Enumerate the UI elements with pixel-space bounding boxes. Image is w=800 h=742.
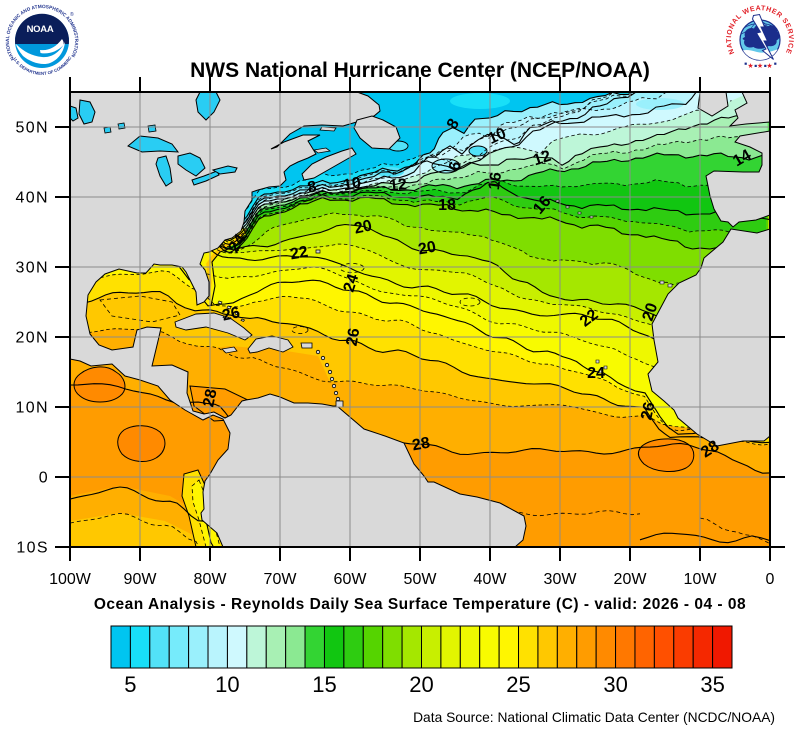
svg-text:10W: 10W [684, 571, 718, 588]
svg-text:24: 24 [341, 272, 363, 294]
svg-text:12: 12 [388, 176, 407, 194]
svg-text:15: 15 [312, 672, 336, 697]
svg-text:0: 0 [766, 571, 775, 588]
svg-text:20: 20 [409, 672, 433, 697]
svg-text:20N: 20N [15, 330, 49, 347]
svg-text:8: 8 [306, 178, 318, 196]
svg-text:20: 20 [640, 301, 662, 323]
svg-text:40W: 40W [474, 571, 508, 588]
svg-text:28: 28 [411, 435, 432, 455]
svg-text:26: 26 [221, 304, 242, 324]
svg-text:10N: 10N [15, 400, 49, 417]
svg-text:70W: 70W [264, 571, 298, 588]
svg-text:20: 20 [353, 217, 374, 237]
svg-text:10: 10 [486, 125, 509, 148]
svg-text:24: 24 [587, 365, 605, 382]
svg-text:26: 26 [638, 401, 658, 422]
svg-text:★: ★ [757, 62, 763, 70]
svg-text:28: 28 [698, 437, 722, 461]
svg-text:10: 10 [342, 175, 363, 195]
svg-text:6: 6 [446, 160, 464, 172]
svg-text:40N: 40N [15, 190, 49, 207]
svg-text:28: 28 [200, 388, 220, 409]
svg-text:35: 35 [700, 672, 724, 697]
svg-text:60W: 60W [334, 571, 368, 588]
svg-text:30N: 30N [15, 260, 49, 277]
svg-text:25: 25 [506, 672, 530, 697]
svg-text:16: 16 [486, 171, 505, 191]
svg-text:Data Source: National Climatic: Data Source: National Climatic Data Cent… [413, 710, 775, 725]
svg-text:18: 18 [438, 197, 456, 214]
svg-text:20: 20 [417, 239, 438, 259]
svg-text:80W: 80W [194, 571, 228, 588]
svg-text:20W: 20W [614, 571, 648, 588]
svg-text:50N: 50N [15, 120, 49, 137]
svg-text:★: ★ [766, 62, 772, 70]
svg-text:10S: 10S [16, 540, 49, 557]
svg-text:100W: 100W [49, 571, 92, 588]
svg-text:22: 22 [289, 244, 310, 264]
svg-text:30: 30 [603, 672, 627, 697]
svg-text:90W: 90W [124, 571, 158, 588]
svg-text:®: ® [70, 11, 74, 18]
svg-text:30W: 30W [544, 571, 578, 588]
svg-text:Ocean Analysis - Reynolds Dail: Ocean Analysis - Reynolds Daily Sea Surf… [94, 596, 746, 613]
svg-text:50W: 50W [404, 571, 438, 588]
svg-text:0: 0 [39, 470, 49, 487]
svg-text:NWS National Hurricane Center: NWS National Hurricane Center (NCEP/NOAA… [190, 59, 650, 82]
svg-text:24: 24 [226, 231, 250, 255]
svg-text:14: 14 [730, 147, 754, 171]
svg-text:26: 26 [344, 327, 364, 348]
svg-text:12: 12 [531, 148, 553, 170]
svg-text:10: 10 [215, 672, 239, 697]
svg-text:NOAA: NOAA [27, 24, 54, 35]
svg-text:★: ★ [747, 62, 753, 70]
svg-text:5: 5 [124, 672, 136, 697]
